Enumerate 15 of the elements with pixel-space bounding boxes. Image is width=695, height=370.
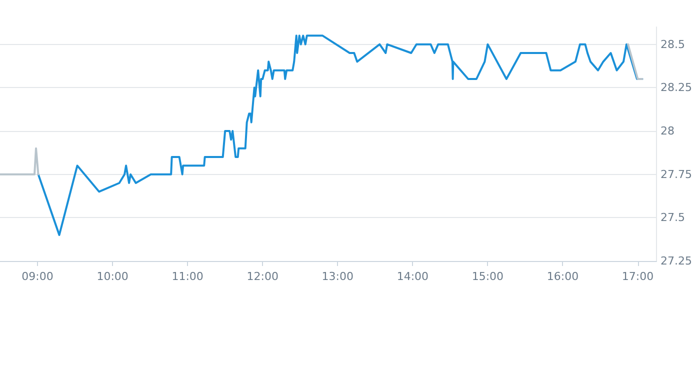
x-tick-label: 15:00 [472, 270, 504, 283]
y-tick-label: 27.5 [660, 211, 686, 224]
x-tick-label: 12:00 [246, 270, 278, 283]
x-tick-label: 16:00 [546, 270, 579, 283]
y-tick-label: 28.25 [660, 81, 692, 94]
x-tick-label: 17:00 [622, 270, 654, 283]
x-tick-label: 13:00 [322, 270, 354, 283]
y-tick-label: 28 [660, 124, 675, 138]
x-tick-label: 10:00 [96, 270, 128, 283]
y-tick-label: 27.25 [660, 254, 692, 268]
x-tick-label: 09:00 [22, 270, 54, 283]
x-tick-label: 14:00 [396, 270, 429, 283]
x-tick-label: 11:00 [172, 270, 204, 283]
y-tick-label: 27.75 [660, 168, 692, 181]
y-tick-label: 28.5 [660, 38, 686, 51]
